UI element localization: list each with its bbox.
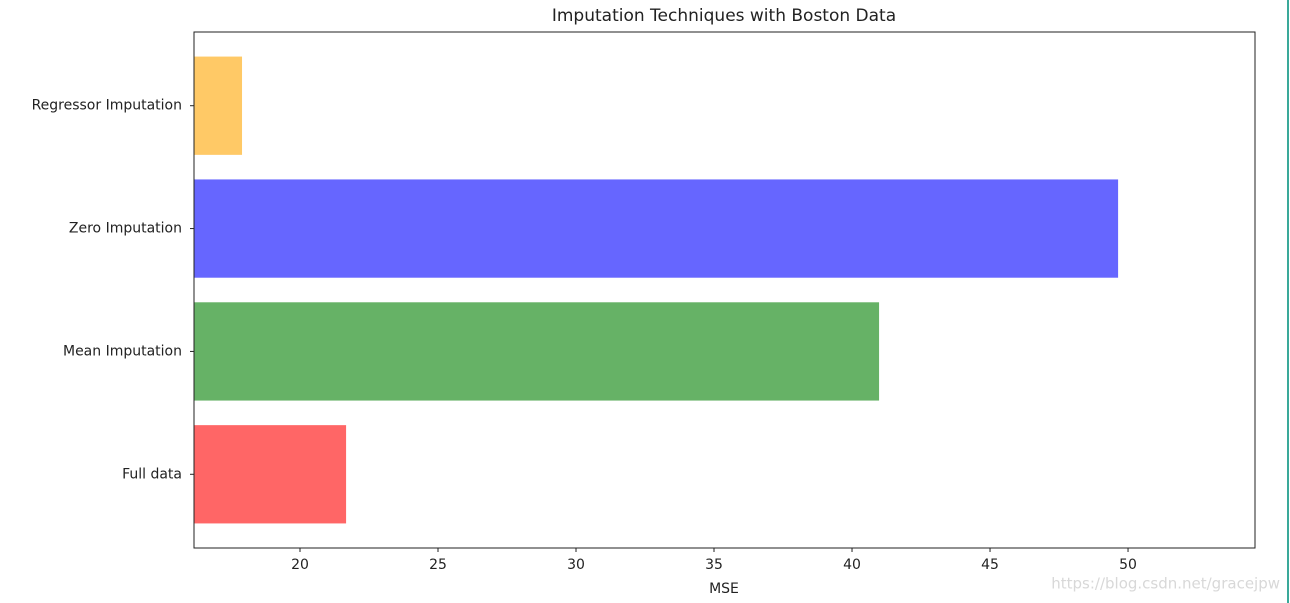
y-tick-label: Zero Imputation xyxy=(69,221,182,237)
x-axis-label: MSE xyxy=(709,581,739,597)
x-tick-label: 30 xyxy=(567,557,585,573)
y-tick-label: Mean Imputation xyxy=(63,343,182,359)
y-tick-label: Regressor Imputation xyxy=(32,98,182,114)
x-tick-label: 25 xyxy=(429,557,447,573)
bar xyxy=(194,302,880,401)
chart-title: Imputation Techniques with Boston Data xyxy=(552,6,896,26)
plot-frame xyxy=(193,31,1256,549)
watermark: https://blog.csdn.net/gracejpw xyxy=(1051,575,1280,593)
x-tick-label: 45 xyxy=(981,557,999,573)
x-tick-label: 40 xyxy=(843,557,861,573)
bar xyxy=(194,56,243,155)
x-tick-label: 20 xyxy=(291,557,309,573)
y-tick-label: Full data xyxy=(122,466,182,482)
x-tick-label: 50 xyxy=(1119,557,1137,573)
bar xyxy=(194,179,1119,278)
x-tick-label: 35 xyxy=(705,557,723,573)
bar xyxy=(194,425,347,524)
